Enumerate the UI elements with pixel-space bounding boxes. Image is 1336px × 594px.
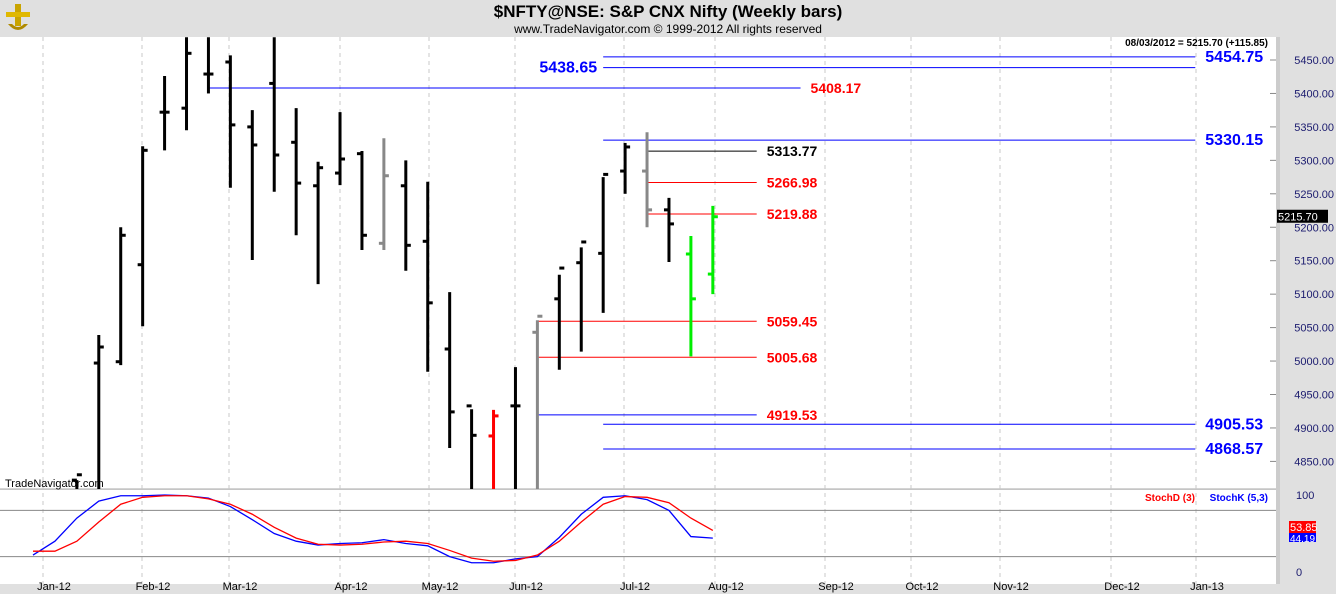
y-tick-label: 5400.00 [1294,88,1334,100]
ohlc-bar [663,197,674,263]
stoch-y-tick-label: 0 [1296,567,1302,579]
stoch-panel [0,490,1276,584]
level-label: 4919.53 [767,407,818,423]
last-price-box [1277,209,1328,223]
ohlc-bar [510,367,521,489]
ohlc-bar [685,235,696,357]
ohlc-bar [554,266,565,370]
ohlc-bar [642,132,653,228]
level-label: 5330.15 [1205,132,1263,149]
y-tick-label: 5250.00 [1294,189,1334,201]
level-label: 5059.45 [767,313,818,329]
ohlc-bar [71,473,82,489]
x-tick-label: Aug-12 [708,581,743,593]
copyright-subtitle: www.TradeNavigator.com © 1999-2012 All r… [514,22,822,36]
ohlc-bar [335,112,346,186]
y-tick-label: 4850.00 [1294,456,1334,468]
y-tick-label: 5000.00 [1294,356,1334,368]
ohlc-bar [93,334,104,489]
level-label: 5408.17 [811,80,862,96]
y-tick-label: 5450.00 [1294,55,1334,67]
ohlc-bar [356,150,367,250]
y-tick-label: 5100.00 [1294,289,1334,301]
x-tick-label: Feb-12 [136,581,171,593]
x-tick-label: Jun-12 [509,581,543,593]
ohlc-bar [422,181,433,372]
ohlc-bar [620,142,631,194]
x-tick-label: Apr-12 [334,581,367,593]
y-tick-label: 5050.00 [1294,323,1334,335]
stoch-y-tick-label: 100 [1296,490,1314,502]
ohlc-bar [269,37,280,192]
stoch-d-last: 53.85 [1290,522,1318,534]
legend-stochk: StochK (5,3) [1210,493,1268,504]
x-tick-label: Jan-13 [1190,581,1224,593]
ohlc-bar [488,409,499,489]
price-panel [0,37,1276,489]
x-tick-label: Mar-12 [223,581,258,593]
x-tick-label: Oct-12 [905,581,938,593]
ohlc-bar [378,138,389,250]
x-tick-label: Nov-12 [993,581,1028,593]
y-tick-label: 4900.00 [1294,423,1334,435]
stoch-d-line [33,495,714,562]
y-tick-label: 5200.00 [1294,222,1334,234]
x-tick-label: Jul-12 [620,581,650,593]
level-label: 5005.68 [767,349,818,365]
x-tick-label: Sep-12 [818,581,853,593]
level-label: 5438.65 [539,60,597,77]
last-price-label: 5215.70 [1278,212,1318,224]
level-label: 5266.98 [767,174,818,190]
ohlc-bar [444,292,455,449]
y-tick-label: 4950.00 [1294,390,1334,402]
ohlc-bar [203,37,214,94]
ohlc-bar [466,404,477,489]
legend-stochd: StochD (3) [1145,493,1195,504]
axis-border [1276,37,1280,584]
stoch-d-last-box [1289,521,1316,533]
ohlc-bar [137,146,148,327]
level-label: 5219.88 [767,206,818,222]
x-tick-label: Dec-12 [1104,581,1139,593]
ohlc-bar [159,76,170,151]
y-tick-label: 5350.00 [1294,122,1334,134]
ohlc-bar [247,110,258,261]
last-quote: 08/03/2012 = 5215.70 (+115.85) [1125,38,1268,49]
ohlc-bar [400,160,411,271]
ohlc-bar [598,172,609,313]
ohlc-bar [707,205,718,295]
stoch-k-last: 44.19 [1290,534,1315,545]
level-label: 5313.77 [767,143,818,159]
ohlc-bar [181,37,192,131]
ohlc-bar [576,240,587,352]
stoch-k-last-box [1289,533,1316,542]
y-tick-label: 5300.00 [1294,155,1334,167]
ohlc-bar [225,55,236,188]
level-label: 5454.75 [1205,49,1263,66]
ohlc-bar [115,227,126,366]
ohlc-bar [291,108,302,236]
ohlc-bar [313,161,324,285]
x-tick-label: Jan-12 [37,581,71,593]
level-label: 4868.57 [1205,441,1263,458]
level-label: 4905.53 [1205,416,1263,433]
chart-title: $NFTY@NSE: S&P CNX Nifty (Weekly bars) [493,2,843,21]
y-tick-label: 5150.00 [1294,256,1334,268]
stoch-k-line [32,494,713,564]
x-tick-label: May-12 [422,581,459,593]
ohlc-bar [532,314,543,489]
trade-navigator-logo-icon [6,4,30,30]
watermark: TradeNavigator.com [5,478,104,490]
